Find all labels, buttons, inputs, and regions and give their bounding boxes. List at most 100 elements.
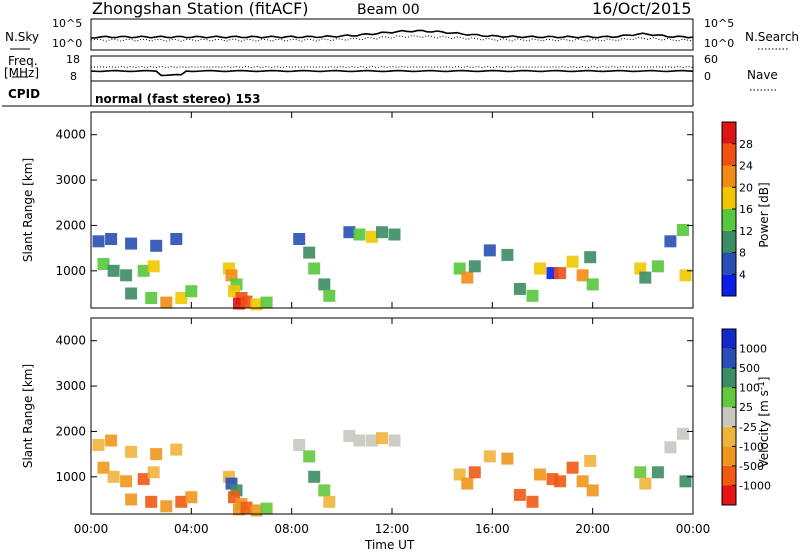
heatmap-cell-51 [664, 441, 677, 454]
colorbar-tick-label: -25 [739, 421, 757, 434]
y-tick-label: 1000 [55, 264, 86, 278]
heatmap-cell-9 [147, 260, 160, 273]
heatmap-cell-46 [586, 278, 599, 291]
heatmap-cell-41 [534, 262, 546, 275]
heatmap-cell-24 [293, 233, 306, 245]
heatmap-cell-38 [501, 452, 514, 465]
power-y-axis-label: Slant Range [km] [21, 158, 35, 262]
colorbar-tick-label: 28 [739, 138, 753, 151]
heatmap-cell-53 [679, 269, 692, 282]
nsky-panel-frame [90, 18, 694, 51]
power-plot-background [91, 112, 693, 308]
colorbar-tick-label: 12 [739, 225, 753, 238]
heatmap-cell-0 [92, 235, 105, 248]
heatmap-cell-8 [137, 473, 150, 486]
beam-label: Beam 00 [357, 2, 420, 18]
y-tick-label: 1000 [55, 470, 86, 484]
heatmap-cell-11 [145, 495, 158, 508]
heatmap-cell-36 [468, 466, 481, 479]
colorbar-segment [722, 348, 736, 369]
heatmap-cell-32 [376, 432, 388, 445]
heatmap-cell-37 [483, 244, 496, 257]
nave-label: Nave [747, 68, 778, 82]
y-tick-label: 2000 [55, 424, 86, 438]
freq-tick-top: 18 [66, 53, 80, 66]
colorbar-segment [722, 230, 736, 253]
freq-label: Freq. [8, 54, 38, 68]
heatmap-cell-24 [293, 439, 306, 451]
colorbar-segment [722, 368, 736, 388]
colorbar-segment [722, 187, 736, 210]
heatmap-cell-25 [303, 246, 316, 259]
nave-tick-bottom: 0 [704, 70, 711, 83]
colorbar-segment [722, 122, 736, 144]
station-title: Zhongshan Station (fitACF) [92, 0, 309, 18]
nave-tick-top: 60 [704, 53, 718, 66]
colorbar-tick-label: -500 [739, 460, 764, 473]
colorbar-segment [722, 209, 736, 231]
velocity-colorbar-label: Velocity [m s-1] [757, 377, 771, 468]
heatmap-cell-21 [240, 295, 253, 308]
heatmap-cell-46 [586, 484, 599, 497]
power-colorbar-label: Power [dB] [757, 182, 771, 247]
nsearch-trace [90, 34, 694, 42]
x-tick-label: 08:00 [274, 522, 309, 536]
heatmap-cell-3 [150, 448, 163, 461]
heatmap-cell-41 [534, 468, 546, 481]
heatmap-cell-5 [97, 258, 110, 270]
x-axis-label: Time UT [365, 538, 415, 552]
colorbar-tick-label: 500 [739, 362, 760, 375]
heatmap-cell-33 [388, 228, 401, 241]
freq-tick-bottom: 8 [70, 70, 77, 83]
heatmap-cell-14 [185, 285, 198, 298]
heatmap-cell-8 [137, 264, 150, 277]
x-axis-ticks: 00:00 04:00 08:00 12:00 16:00 20:00 00:00 [74, 112, 711, 536]
colorbar-tick-label: 1000 [739, 343, 767, 356]
velocity-y-ticks: 4000 3000 2000 1000 [55, 334, 693, 484]
heatmap-cell-38 [501, 248, 514, 261]
power-y-ticks: 4000 3000 2000 1000 [55, 128, 693, 278]
power-heatmap-cells [92, 224, 692, 311]
colorbar-segment [722, 252, 736, 275]
heatmap-cell-31 [365, 434, 378, 447]
heatmap-cell-4 [170, 443, 183, 456]
cpid-label: CPID [8, 87, 41, 101]
colorbar-segment [722, 329, 736, 349]
parameter-traces [90, 29, 694, 77]
heatmap-cell-16 [225, 269, 238, 282]
heatmap-cell-45 [576, 269, 589, 282]
colorbar-tick-label: 8 [739, 247, 746, 260]
heatmap-cell-3 [150, 239, 163, 252]
colorbar-segment [722, 446, 736, 466]
nsky-label: N.Sky [5, 30, 40, 44]
velocity-plot-background [91, 318, 693, 514]
colorbar-segment [722, 465, 736, 486]
x-tick-label: 00:00 [676, 522, 711, 536]
heatmap-cell-50 [651, 466, 664, 479]
heatmap-cell-52 [677, 224, 689, 236]
heatmap-cell-23 [260, 296, 273, 309]
heatmap-cell-49 [639, 271, 652, 284]
heatmap-cell-50 [651, 260, 664, 273]
heatmap-cell-28 [323, 495, 336, 508]
velocity-colorbar: 1000 500 100 25 -25 -100 -500 -1000 [721, 328, 771, 506]
heatmap-cell-4 [170, 233, 183, 245]
colorbar-tick-label: 100 [739, 382, 760, 395]
heatmap-cell-10 [125, 287, 138, 300]
heatmap-cell-51 [664, 235, 677, 248]
heatmap-cell-34 [453, 262, 466, 275]
heatmap-cell-37 [483, 450, 496, 463]
heatmap-cell-6 [107, 470, 120, 483]
heatmap-cell-36 [468, 260, 481, 273]
y-tick-label: 2000 [55, 218, 86, 232]
colorbar-tick-label: 24 [739, 160, 753, 173]
heatmap-cell-21 [240, 501, 253, 514]
colorbar-segment [722, 274, 736, 297]
heatmap-cell-10 [125, 493, 138, 506]
heatmap-cell-1 [105, 434, 118, 447]
heatmap-cell-2 [125, 237, 138, 250]
nave-trace [90, 65, 694, 69]
heatmap-cell-33 [388, 434, 401, 447]
x-tick-label: 16:00 [475, 522, 510, 536]
